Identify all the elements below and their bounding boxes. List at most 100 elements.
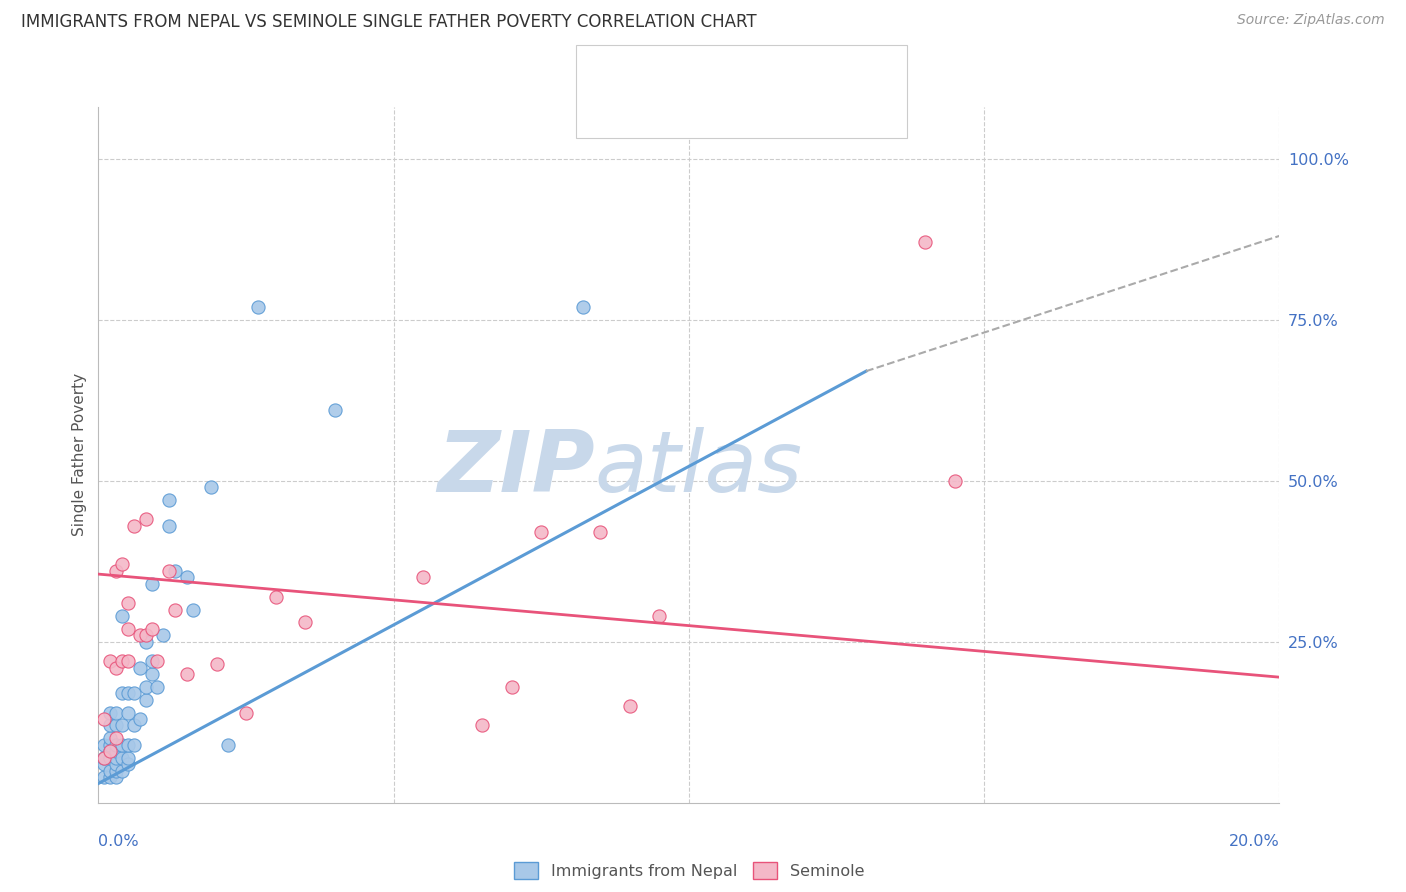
Point	[135, 634, 157, 648]
Point	[122, 686, 145, 700]
Point	[111, 654, 134, 668]
Point	[571, 300, 593, 314]
Point	[122, 738, 145, 752]
Point	[105, 764, 128, 778]
Point	[157, 518, 180, 533]
Point	[128, 628, 150, 642]
Point	[135, 680, 157, 694]
Point	[98, 706, 121, 720]
Text: 54: 54	[745, 70, 768, 87]
Point	[264, 590, 287, 604]
Text: R =: R =	[633, 70, 672, 87]
Text: -0.175: -0.175	[652, 103, 710, 121]
Point	[165, 564, 187, 578]
Text: N =: N =	[710, 70, 762, 87]
Point	[122, 718, 145, 732]
Point	[105, 718, 128, 732]
Point	[111, 558, 134, 572]
Point	[111, 686, 134, 700]
Point	[111, 738, 134, 752]
Text: N =: N =	[710, 103, 762, 121]
Point	[98, 718, 121, 732]
Point	[93, 738, 115, 752]
Point	[128, 660, 150, 674]
Point	[589, 525, 612, 540]
Point	[135, 692, 157, 706]
Point	[235, 706, 257, 720]
Point	[98, 731, 121, 746]
Point	[111, 750, 134, 764]
Text: 0.0%: 0.0%	[98, 834, 139, 849]
Point	[619, 699, 641, 714]
Point	[135, 512, 157, 526]
Point	[105, 738, 128, 752]
Point	[111, 718, 134, 732]
Point	[117, 654, 139, 668]
Point	[943, 474, 966, 488]
Point	[176, 570, 198, 584]
Point	[98, 744, 121, 758]
Point	[93, 712, 115, 726]
Point	[105, 731, 128, 746]
Point	[141, 622, 163, 636]
Point	[141, 667, 163, 681]
Point	[117, 706, 139, 720]
Point	[98, 770, 121, 784]
Point	[152, 628, 174, 642]
Point	[105, 744, 128, 758]
Text: 0.442: 0.442	[658, 70, 710, 87]
Point	[117, 757, 139, 772]
Point	[294, 615, 316, 630]
Point	[105, 757, 128, 772]
Point	[246, 300, 269, 314]
Point	[146, 654, 169, 668]
Point	[105, 750, 128, 764]
Point	[471, 718, 494, 732]
Point	[146, 680, 169, 694]
Point	[93, 757, 115, 772]
Point	[93, 750, 115, 764]
Point	[111, 609, 134, 624]
Legend: Immigrants from Nepal, Seminole: Immigrants from Nepal, Seminole	[508, 856, 870, 885]
Point	[117, 622, 139, 636]
Point	[105, 770, 128, 784]
Point	[176, 667, 198, 681]
Point	[157, 493, 180, 508]
Point	[914, 235, 936, 250]
Text: R =: R =	[633, 103, 672, 121]
Point	[98, 764, 121, 778]
Point	[323, 402, 346, 417]
Point	[98, 750, 121, 764]
Point	[122, 518, 145, 533]
Text: 34: 34	[745, 103, 768, 121]
Point	[117, 750, 139, 764]
Point	[117, 686, 139, 700]
Point	[141, 576, 163, 591]
Point	[117, 596, 139, 610]
Point	[105, 660, 128, 674]
Point	[530, 525, 553, 540]
Point	[205, 657, 228, 672]
Y-axis label: Single Father Poverty: Single Father Poverty	[72, 374, 87, 536]
Point	[98, 654, 121, 668]
Point	[200, 480, 222, 494]
Point	[412, 570, 434, 584]
Point	[165, 602, 187, 616]
Point	[648, 609, 671, 624]
Point	[98, 744, 121, 758]
Point	[93, 750, 115, 764]
Point	[135, 628, 157, 642]
Text: ZIP: ZIP	[437, 427, 595, 510]
Point	[93, 770, 115, 784]
Text: Source: ZipAtlas.com: Source: ZipAtlas.com	[1237, 13, 1385, 28]
Point	[181, 602, 204, 616]
Point	[128, 712, 150, 726]
Point	[117, 738, 139, 752]
Text: 20.0%: 20.0%	[1229, 834, 1279, 849]
Point	[105, 706, 128, 720]
Text: atlas: atlas	[595, 427, 803, 510]
Point	[98, 738, 121, 752]
Point	[105, 564, 128, 578]
Point	[217, 738, 239, 752]
Point	[501, 680, 523, 694]
